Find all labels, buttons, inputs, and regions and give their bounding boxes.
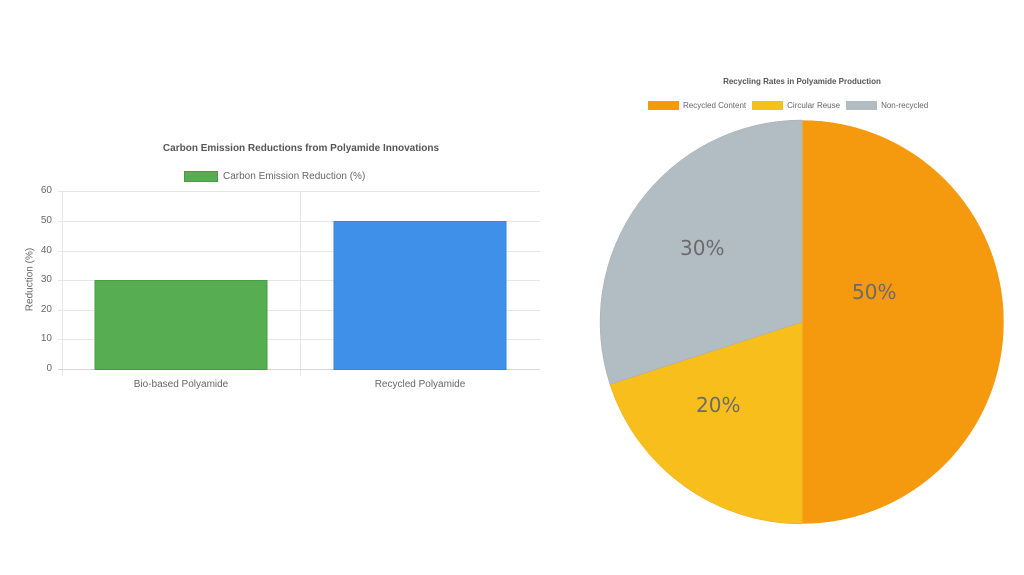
bar-legend-label: Carbon Emission Reduction (%)	[223, 171, 366, 182]
ytick-40: 40	[40, 245, 52, 256]
ytick-20: 20	[40, 304, 52, 315]
pie-legend-label: Non-recycled	[881, 101, 929, 110]
x-label-recycled: Recycled Polyamide	[374, 379, 466, 390]
ytick-10: 10	[40, 333, 52, 344]
bar-recycled	[333, 221, 507, 370]
pie-legend: Recycled Content Circular Reuse Non-recy…	[648, 101, 928, 110]
ytick-0: 0	[46, 363, 52, 374]
pie-legend-item-nonrecycled[interactable]: Non-recycled	[846, 101, 928, 110]
pie-value-label-50: 50%	[852, 280, 897, 304]
pie-legend-item-circular[interactable]: Circular Reuse	[752, 101, 840, 110]
pie-value-label-20: 20%	[696, 393, 741, 417]
ytick-60: 60	[40, 185, 52, 196]
pie-chart-title: Recycling Rates in Polyamide Production	[723, 77, 881, 86]
pie-legend-label: Recycled Content	[683, 101, 747, 110]
ytick-30: 30	[40, 274, 52, 285]
pie-legend-item-recycled[interactable]: Recycled Content	[648, 101, 746, 110]
x-label-bio-based: Bio-based Polyamide	[133, 379, 229, 390]
bar-plot-area	[58, 191, 540, 376]
ytick-50: 50	[40, 215, 52, 226]
bar-legend-item[interactable]: Carbon Emission Reduction (%)	[184, 171, 365, 182]
legend-swatch-orange	[648, 101, 679, 110]
pie-legend-label: Circular Reuse	[787, 101, 841, 110]
legend-swatch-green	[184, 171, 218, 182]
legend-swatch-yellow	[752, 101, 784, 110]
pie-value-label-30: 30%	[680, 236, 725, 260]
bar-bio-based	[94, 280, 268, 370]
bar-chart-title: Carbon Emission Reductions from Polyamid…	[162, 143, 440, 154]
pie-slice-circular-reuse	[609, 321, 803, 525]
pie-slice-recycled-content	[801, 119, 1005, 525]
pie-slice-non-recycled	[599, 119, 803, 385]
legend-swatch-gray	[846, 101, 878, 110]
